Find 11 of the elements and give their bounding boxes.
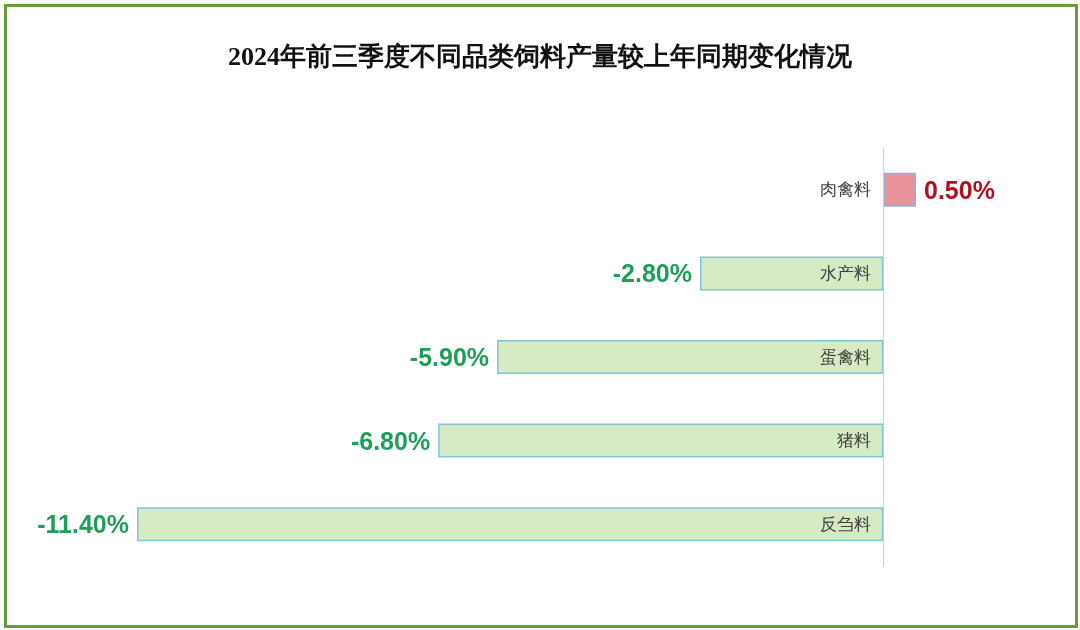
y-tick-label: 反刍料 (820, 514, 872, 534)
y-tick-label: 水产料 (820, 263, 872, 283)
y-tick-label: 蛋禽料 (820, 347, 872, 367)
data-label: -5.90% (409, 343, 490, 371)
data-label: -6.80% (350, 426, 431, 455)
chart-title: 2024年前三季度不同品类饲料产量较上年同期变化情况 (228, 41, 853, 71)
data-label: 0.50% (924, 175, 995, 204)
data-label: -2.80% (612, 259, 692, 288)
data-label: -11.40% (37, 510, 129, 539)
y-tick-label: 猪料 (837, 431, 872, 451)
y-tick-label: 肉禽料 (820, 180, 872, 200)
